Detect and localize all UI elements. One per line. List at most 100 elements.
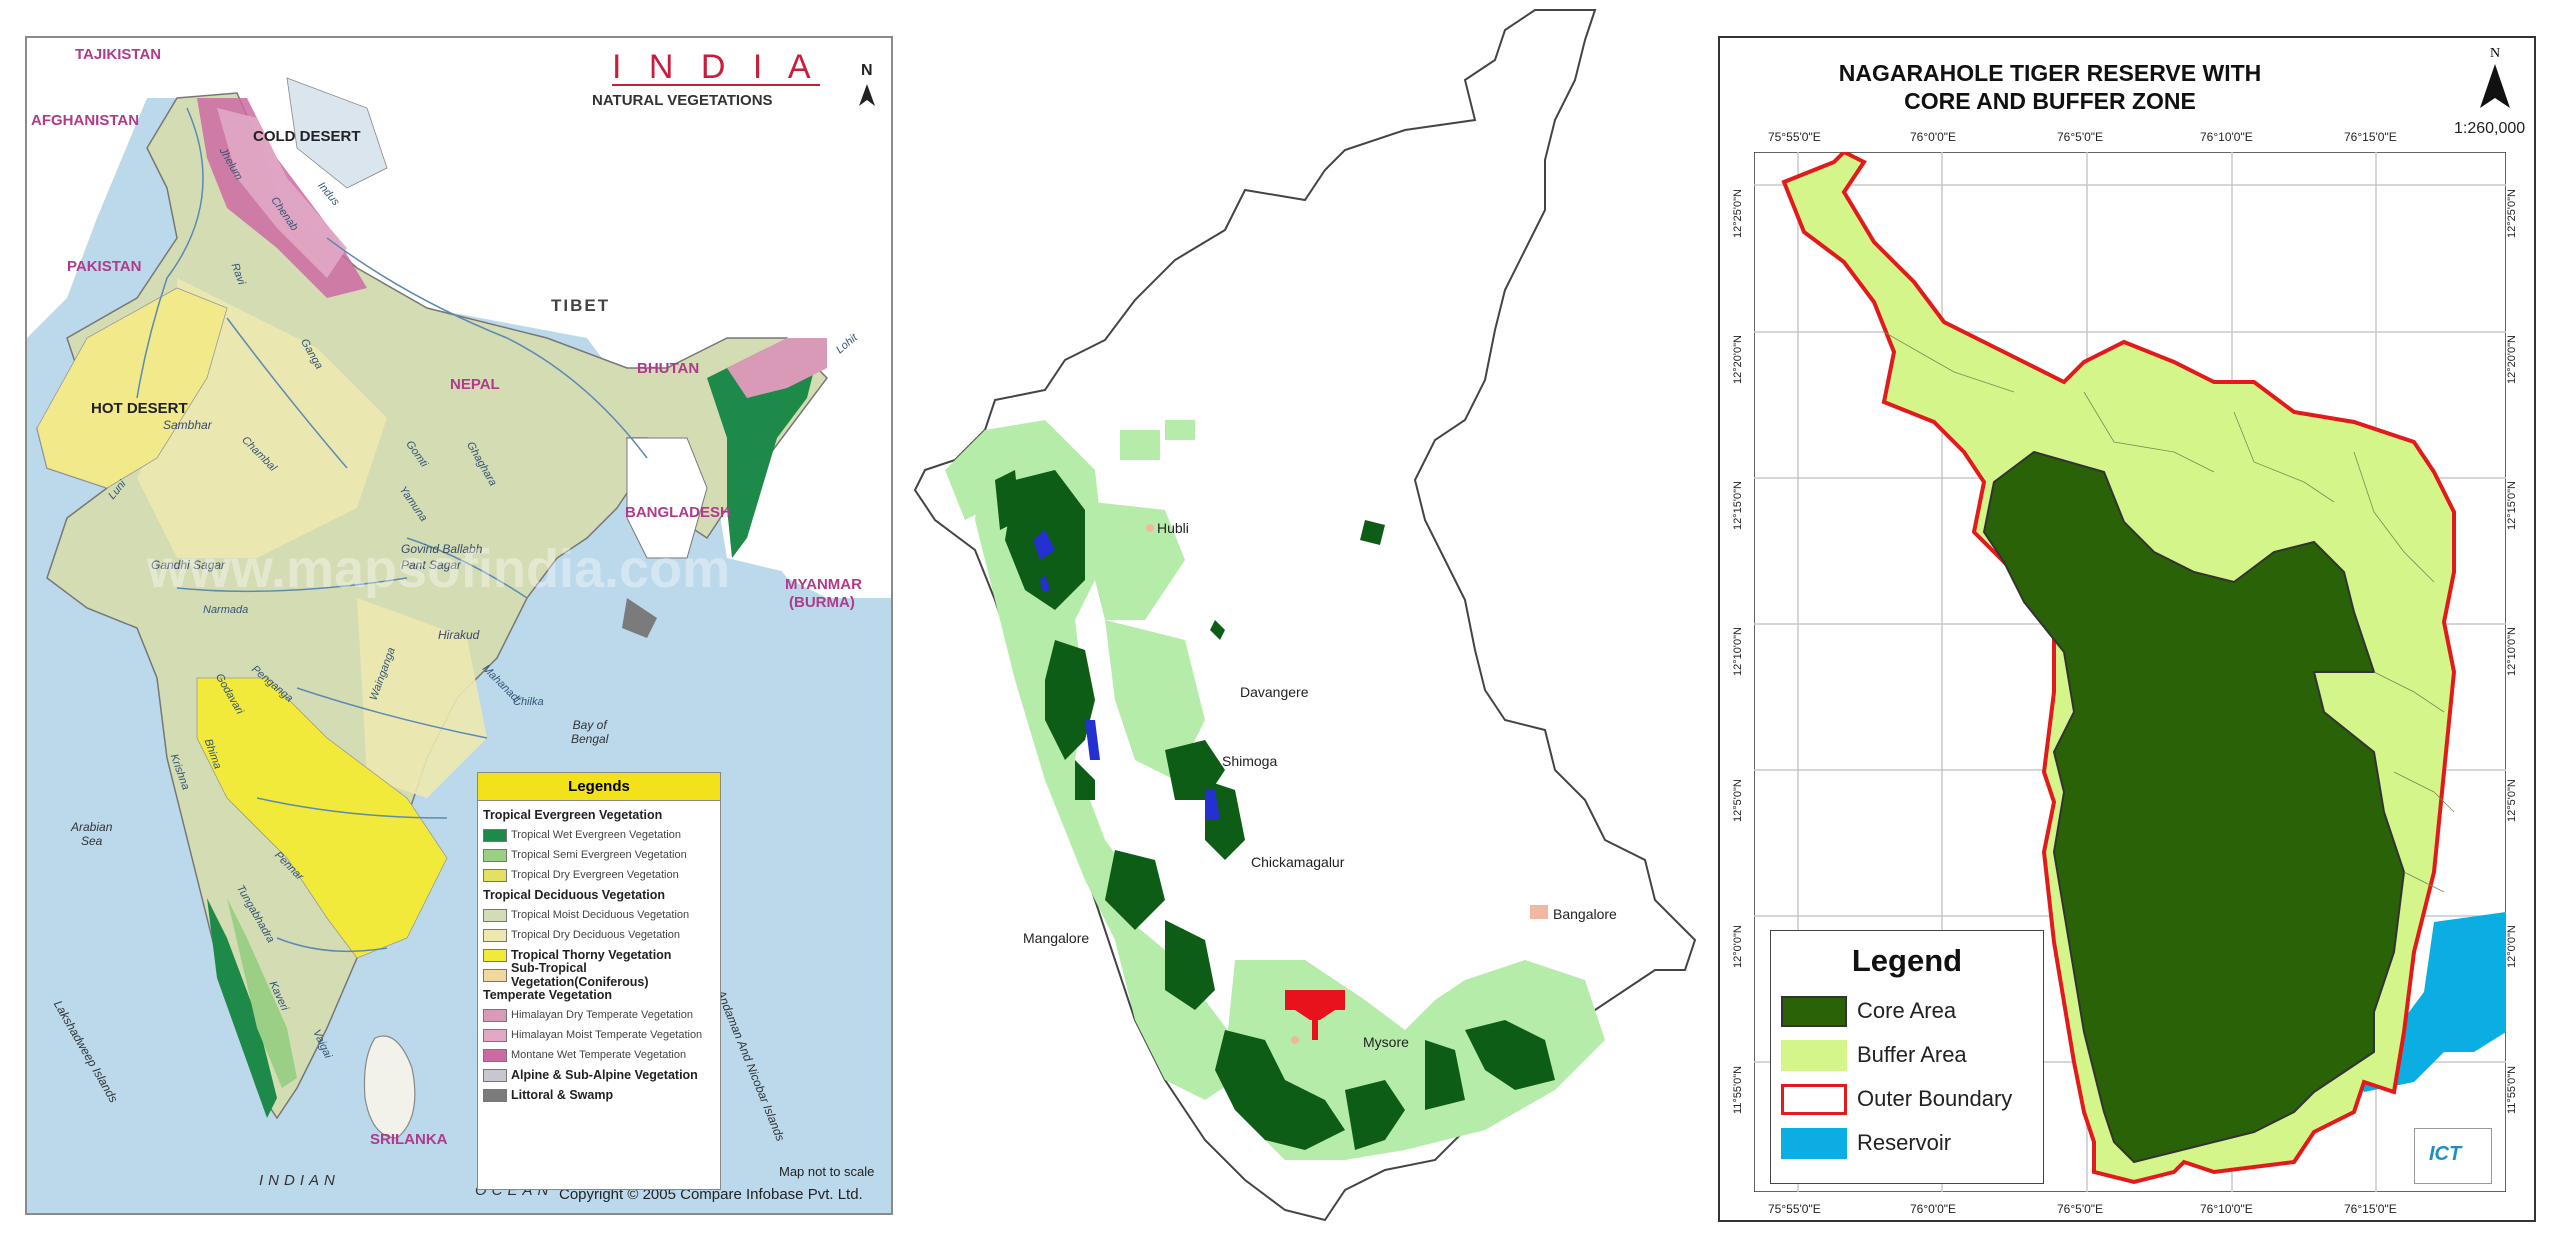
location-marker-icon — [1285, 990, 1345, 1040]
legend-label: Temperate Vegetation — [483, 988, 612, 1002]
city-bangalore: Bangalore — [1553, 906, 1617, 922]
watermark: www.mapsofindia.com — [147, 539, 731, 599]
legend-row: Tropical Deciduous Vegetation — [478, 885, 720, 905]
reserve-title-line2: CORE AND BUFFER ZONE — [1904, 88, 2196, 114]
north-label: N — [861, 62, 873, 79]
core-area-swatch — [1781, 995, 1847, 1027]
legend-row: Tropical Dry Evergreen Vegetation — [478, 865, 720, 885]
lat-label-left-4: 12°10'0"N — [1732, 627, 1744, 676]
lat-label-right-2: 12°20'0"N — [2506, 335, 2518, 384]
label-gandhi-sagar: Gandhi Sagar — [151, 558, 226, 572]
legend-label: Tropical Wet Evergreen Vegetation — [511, 829, 681, 841]
legend-reservoir: Reservoir — [1771, 1121, 2043, 1165]
legend-row: Littoral & Swamp — [478, 1085, 720, 1105]
label-tibet: TIBET — [551, 296, 611, 315]
label-hirakud: Hirakud — [438, 628, 480, 642]
nagarahole-reserve-map: NAGARAHOLE TIGER RESERVE WITH CORE AND B… — [1718, 36, 2536, 1222]
buffer-area-swatch — [1781, 1039, 1847, 1071]
map-title: I N D I A — [612, 48, 820, 86]
legend-label: Tropical Evergreen Vegetation — [483, 808, 663, 822]
buffer-area-label: Buffer Area — [1857, 1042, 1967, 1067]
lat-label-left-6: 12°0'0"N — [1732, 925, 1744, 968]
lon-label-top-4: 76°10'0"E — [2200, 130, 2253, 144]
legend-swatch — [483, 1048, 507, 1062]
lon-label-bottom-3: 76°5'0"E — [2057, 1202, 2104, 1216]
legend-core-area: Core Area — [1771, 989, 2043, 1033]
copyright: Copyright © 2005 Compare Infobase Pvt. L… — [559, 1186, 863, 1203]
legend-swatch — [483, 1008, 507, 1022]
legend-label: Tropical Deciduous Vegetation — [483, 888, 665, 902]
lon-label-top-2: 76°0'0"E — [1910, 130, 1957, 144]
legend-row: Tropical Evergreen Vegetation — [478, 805, 720, 825]
north-label-2: N — [2490, 46, 2501, 61]
outer-boundary-label: Outer Boundary — [1857, 1086, 2013, 1111]
label-bay-of-bengal: Bay of Bengal — [571, 718, 609, 746]
label-afghanistan: AFGHANISTAN — [31, 112, 140, 129]
reservoir-swatch — [1781, 1127, 1847, 1159]
label-hot-desert: HOT DESERT — [91, 400, 188, 417]
lat-label-left-7: 11°55'0"N — [1732, 1065, 1744, 1114]
reservoir-label: Reservoir — [1857, 1130, 1952, 1155]
legend-label: Alpine & Sub-Alpine Vegetation — [511, 1068, 698, 1082]
label-sambhar: Sambhar — [163, 418, 212, 432]
legend-row: Temperate Vegetation — [478, 985, 720, 1005]
city-mangalore: Mangalore — [1023, 930, 1090, 946]
city-shimoga: Shimoga — [1222, 753, 1278, 769]
lon-label-top-5: 76°15'0"E — [2344, 130, 2397, 144]
legend-label: Tropical Thorny Vegetation — [511, 948, 672, 962]
lat-label-right-4: 12°10'0"N — [2506, 627, 2518, 676]
lon-label-bottom-1: 75°55'0"E — [1768, 1202, 1821, 1216]
label-bhutan: BHUTAN — [637, 360, 700, 377]
label-tajikistan: TAJIKISTAN — [75, 46, 162, 63]
label-pant-sagar: Pant Sagar — [401, 558, 462, 572]
scale-note: Map not to scale — [779, 1164, 875, 1179]
label-indian: INDIAN — [259, 1172, 340, 1189]
legend-swatch — [483, 828, 507, 842]
legend-row: Tropical Semi Evergreen Vegetation — [478, 845, 720, 865]
map-subtitle: NATURAL VEGETATIONS — [592, 92, 773, 109]
legend-row: Montane Wet Temperate Vegetation — [478, 1045, 720, 1065]
legend-label: Himalayan Moist Temperate Vegetation — [511, 1029, 703, 1041]
reserve-legend: Legend Core Area Buffer Area Outer Bound… — [1770, 930, 2044, 1184]
city-davangere: Davangere — [1240, 684, 1309, 700]
label-govind-ballabh: Govind Ballabh — [401, 542, 483, 556]
legend-row: Tropical Dry Deciduous Vegetation — [478, 925, 720, 945]
reserve-legend-title: Legend — [1851, 943, 1963, 978]
lat-label-right-6: 12°0'0"N — [2506, 925, 2518, 968]
legend-row: Alpine & Sub-Alpine Vegetation — [478, 1065, 720, 1085]
legend-label: Tropical Semi Evergreen Vegetation — [511, 849, 687, 861]
legend-swatch — [483, 1028, 507, 1042]
reserve-map-graphic — [1754, 152, 2506, 1192]
lat-label-right-7: 11°55'0"N — [2506, 1065, 2518, 1114]
river-narmada: Narmada — [203, 604, 249, 616]
lon-label-bottom-4: 76°10'0"E — [2200, 1202, 2253, 1216]
legend-label: Tropical Dry Evergreen Vegetation — [511, 869, 679, 881]
north-arrow-icon — [859, 84, 875, 106]
legend-row: Himalayan Moist Temperate Vegetation — [478, 1025, 720, 1045]
legend-row: Tropical Moist Deciduous Vegetation — [478, 905, 720, 925]
core-area-label: Core Area — [1857, 998, 1957, 1023]
label-arabian-sea: Arabian Sea — [71, 820, 113, 848]
legend-swatch — [483, 848, 507, 862]
lat-label-left-5: 12°5'0"N — [1732, 779, 1744, 822]
label-burma: (BURMA) — [789, 594, 855, 611]
map-scale: 1:260,000 — [2454, 120, 2526, 137]
legend-label: Littoral & Swamp — [511, 1088, 614, 1102]
lat-label-left-2: 12°20'0"N — [1732, 335, 1744, 384]
north-arrow-icon-2 — [2480, 64, 2510, 108]
legend-buffer-area: Buffer Area — [1771, 1033, 2043, 1077]
legend-swatch — [483, 1068, 507, 1082]
label-srilanka: SRILANKA — [370, 1131, 448, 1148]
lat-label-right-5: 12°5'0"N — [2506, 779, 2518, 822]
lon-label-bottom-2: 76°0'0"E — [1910, 1202, 1957, 1216]
legend-title: Legends — [478, 773, 720, 801]
label-cold-desert: COLD DESERT — [253, 128, 361, 145]
karnataka-map-graphic — [913, 9, 1697, 1222]
legend-row: Himalayan Dry Temperate Vegetation — [478, 1005, 720, 1025]
legend-outer-boundary: Outer Boundary — [1771, 1077, 2043, 1121]
city-chickamagalur: Chickamagalur — [1251, 854, 1345, 870]
reserve-title-line1: NAGARAHOLE TIGER RESERVE WITH — [1838, 60, 2262, 86]
legend-label: Tropical Moist Deciduous Vegetation — [511, 909, 690, 921]
lon-label-top-1: 75°55'0"E — [1768, 130, 1821, 144]
legend-swatch — [483, 868, 507, 882]
